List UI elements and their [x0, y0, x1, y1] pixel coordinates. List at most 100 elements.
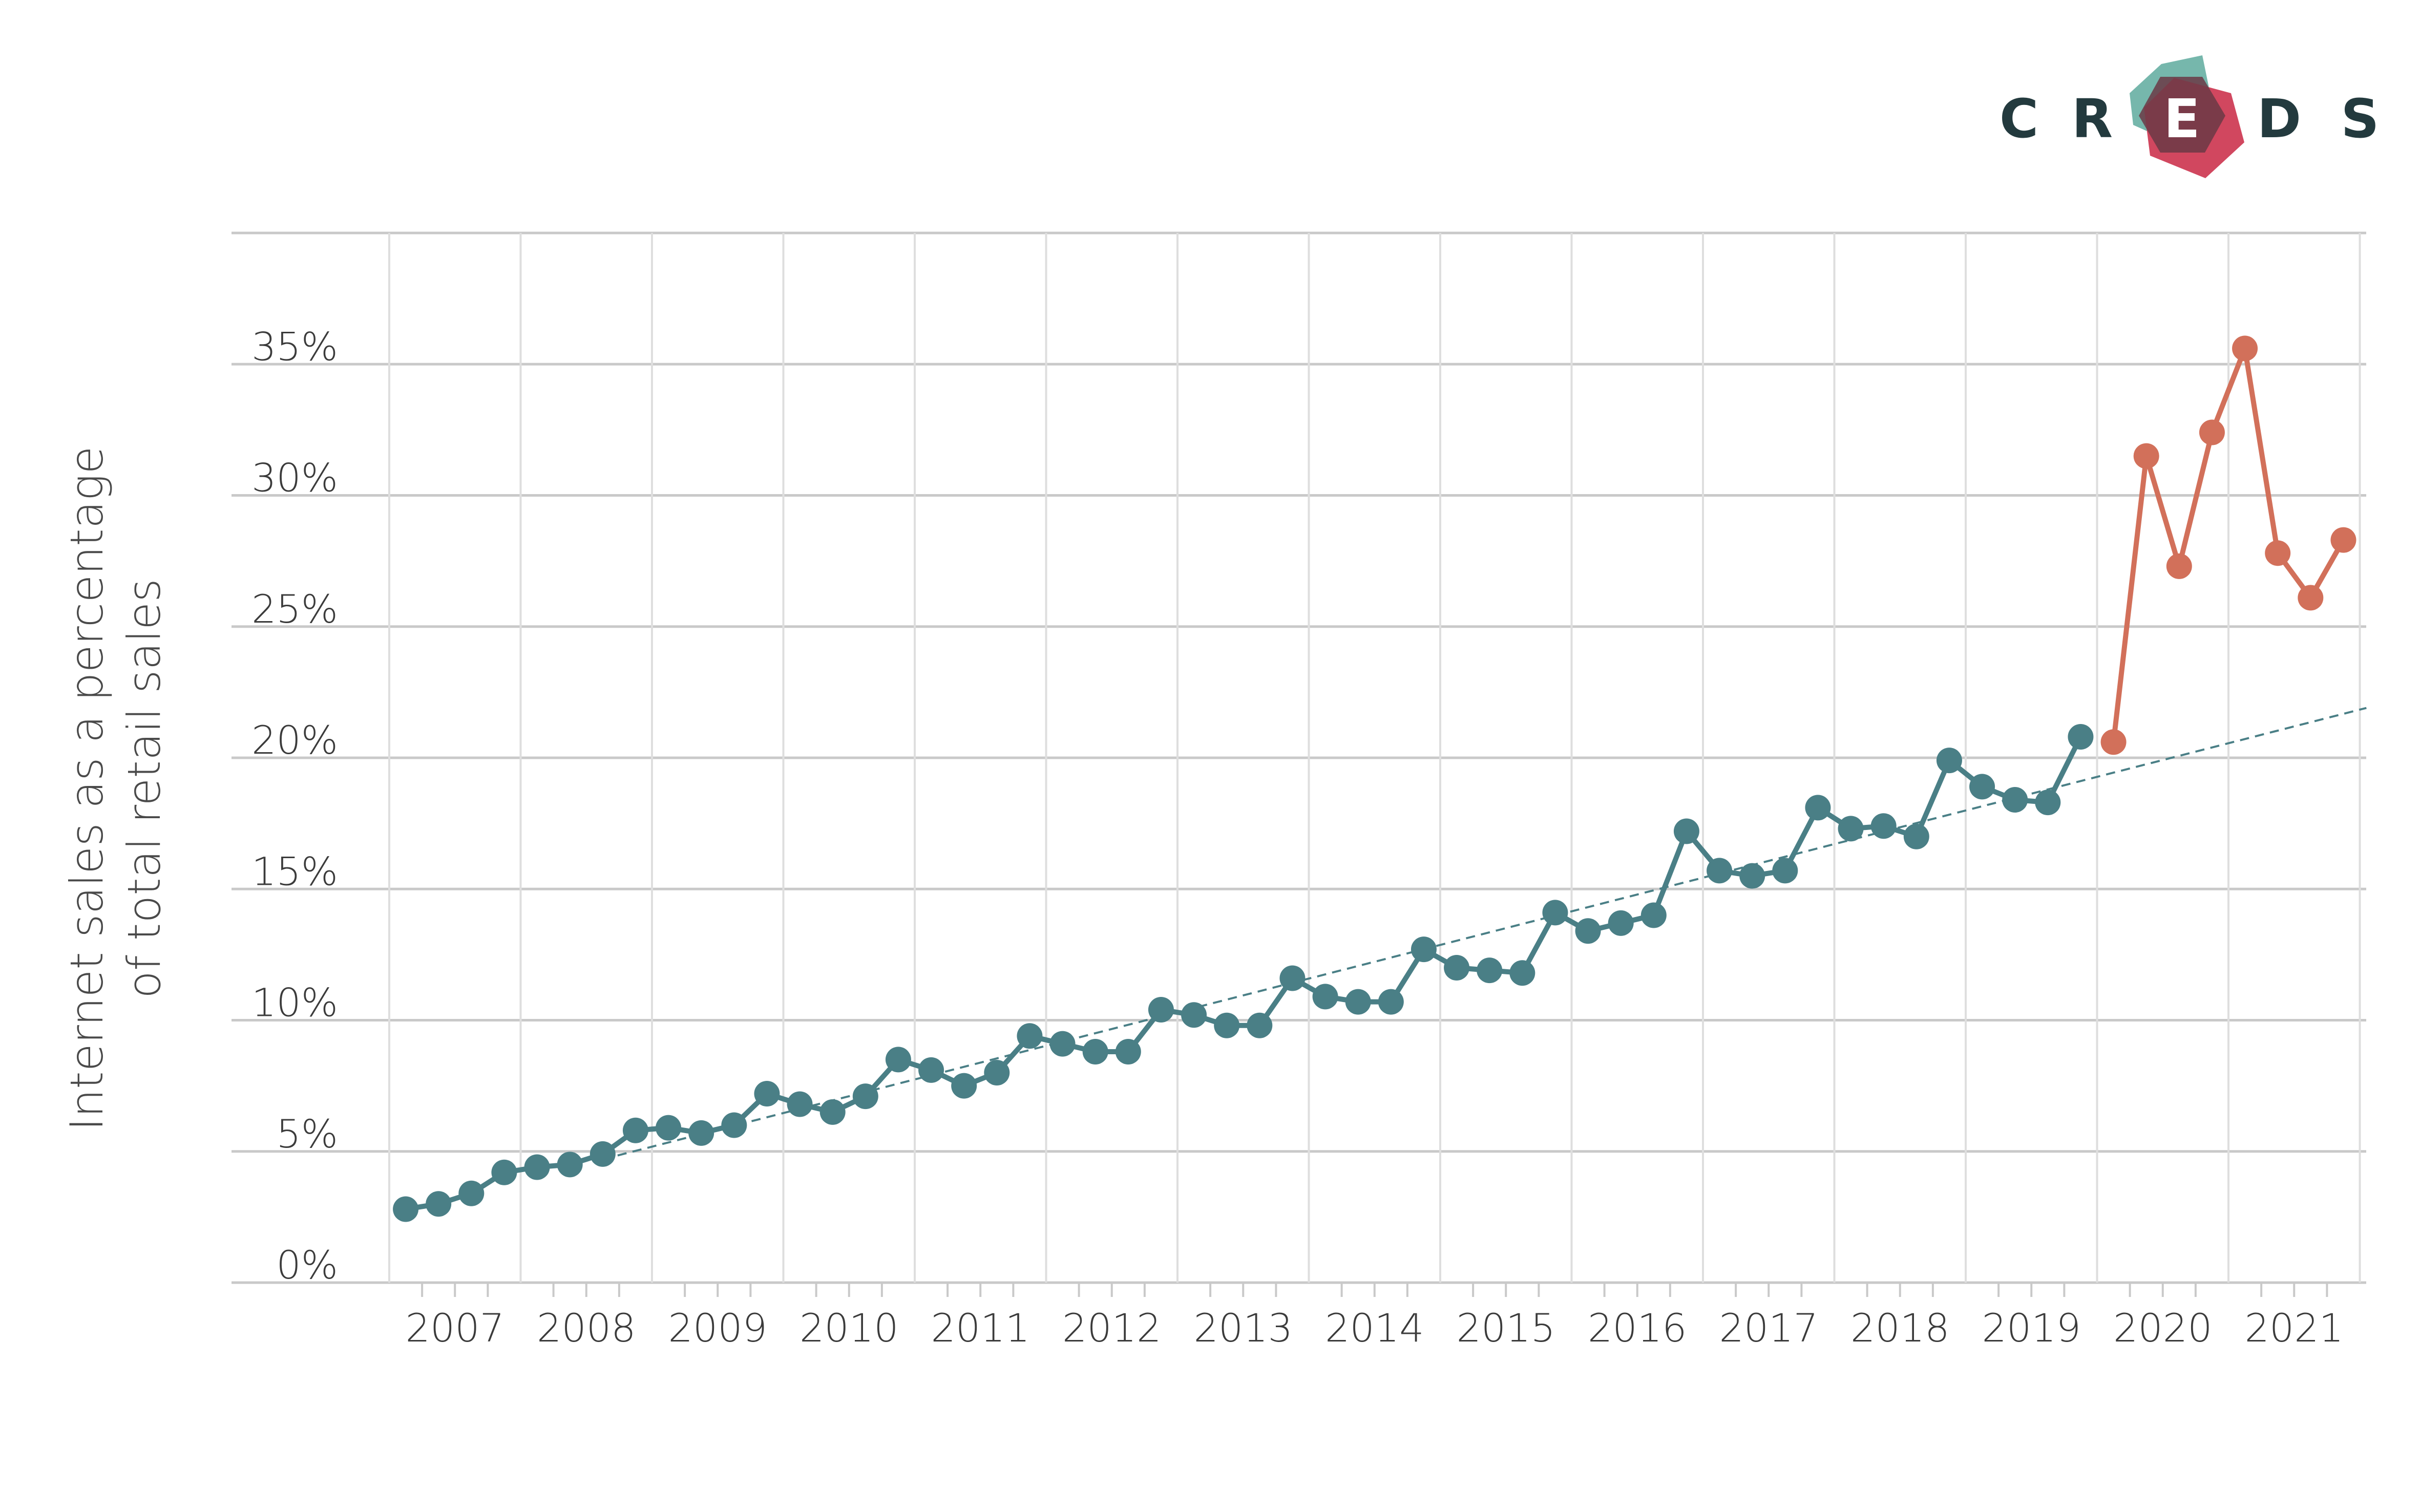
x-tick-label: 2020 [2113, 1305, 2212, 1351]
data-point [1870, 813, 1897, 839]
y-tick-label: 15% [251, 848, 338, 894]
data-point [1247, 1012, 1273, 1038]
x-tick-label: 2009 [668, 1305, 767, 1351]
trendline-group [602, 707, 2367, 1161]
data-point [557, 1152, 583, 1178]
data-point [1640, 902, 1667, 928]
data-point [524, 1154, 550, 1180]
data-point [1575, 918, 1601, 944]
x-tick-labels: 2007 2008 2009 2010 2011 2012 2013 2014 2015 2016… [406, 1305, 2344, 1351]
y-tick-label: 0% [276, 1242, 338, 1288]
series-line-1 [405, 735, 2083, 1212]
x-tick-label: 2015 [1457, 1305, 1555, 1351]
data-point [1312, 984, 1338, 1010]
data-point [2002, 787, 2028, 813]
data-point [1969, 774, 1995, 800]
data-point [2298, 585, 2324, 611]
logo-letter-c: C [2000, 88, 2038, 150]
data-point [852, 1083, 878, 1110]
data-point [1378, 989, 1404, 1015]
data-point [1345, 989, 1371, 1015]
y-tick-labels: 0% 5% 10% 15% 20% 25% 30% 35% [251, 324, 338, 1288]
data-point [1279, 965, 1306, 991]
data-point [2068, 724, 2094, 750]
x-tick-label: 2013 [1194, 1305, 1293, 1351]
data-point [1673, 818, 1699, 844]
data-point [2166, 553, 2192, 579]
data-point [590, 1141, 616, 1167]
data-point [1181, 1002, 1207, 1028]
data-point [1509, 960, 1535, 986]
creds-logo: C R E D S [2000, 55, 2380, 178]
data-point [1608, 910, 1634, 936]
logo-letter-e: E [2163, 88, 2200, 150]
data-point [393, 1196, 419, 1222]
data-point [1082, 1039, 1108, 1064]
data-point [918, 1057, 944, 1083]
data-point [1542, 900, 1568, 926]
logo-letter-r: R [2072, 88, 2113, 150]
y-tick-label: 10% [251, 980, 338, 1026]
data-point [1739, 863, 1765, 889]
y-tick-label: 5% [276, 1111, 338, 1157]
x-tick-label: 2017 [1719, 1305, 1818, 1351]
logo-letter-d: D [2257, 88, 2301, 150]
data-point [2199, 419, 2225, 445]
data-point [2232, 335, 2258, 361]
x-tick-label: 2010 [799, 1305, 898, 1351]
logo-mark-icon [2130, 55, 2244, 178]
y-axis-label-line1: Internet sales as a percentage [60, 446, 113, 1131]
x-tick-label: 2007 [406, 1305, 504, 1351]
x-tick-label: 2011 [931, 1305, 1030, 1351]
data-point [2133, 443, 2159, 469]
data-point [491, 1159, 517, 1185]
series-group [393, 335, 2356, 1222]
data-point [622, 1117, 648, 1143]
data-point [656, 1115, 682, 1141]
data-point [787, 1091, 813, 1117]
data-point [2330, 527, 2356, 553]
y-axis-label: Internet sales as a percentage of total … [60, 446, 171, 1131]
x-tick-label: 2008 [537, 1305, 636, 1351]
y-tick-label: 25% [251, 586, 338, 632]
logo-dark-shape [2139, 77, 2225, 153]
data-point [1411, 936, 1437, 963]
y-tick-label: 35% [251, 324, 338, 369]
data-point [984, 1060, 1010, 1085]
data-point [1936, 748, 1962, 774]
data-point [426, 1191, 452, 1217]
data-point [1214, 1012, 1240, 1038]
x-tick-label: 2012 [1062, 1305, 1161, 1351]
data-point [819, 1099, 846, 1125]
trendline [602, 707, 2367, 1161]
data-point [1115, 1039, 1141, 1064]
data-point [754, 1081, 780, 1106]
data-point [688, 1120, 714, 1146]
data-point [1477, 957, 1503, 984]
data-point [951, 1073, 977, 1099]
x-tick-label: 2014 [1325, 1305, 1424, 1351]
data-point [1049, 1031, 1076, 1057]
grid [232, 231, 2366, 1297]
x-tick-label: 2019 [1982, 1305, 2081, 1351]
y-axis-label-line2: of total retail sales [118, 579, 171, 998]
data-point [1903, 823, 1929, 849]
data-point [1707, 858, 1733, 884]
data-point [2035, 790, 2061, 816]
x-tick-label: 2016 [1588, 1305, 1687, 1351]
data-point [1805, 795, 1831, 821]
data-point [1017, 1023, 1043, 1049]
y-tick-label: 30% [251, 455, 338, 501]
data-point [721, 1112, 747, 1138]
y-tick-label: 20% [251, 717, 338, 763]
data-point [458, 1180, 485, 1206]
logo-letter-s: S [2341, 88, 2380, 150]
x-tick-label: 2018 [1850, 1305, 1949, 1351]
data-point [1838, 816, 1864, 842]
data-point [2100, 729, 2127, 755]
data-point [885, 1047, 911, 1073]
data-point [1444, 955, 1470, 981]
x-tick-label: 2021 [2245, 1305, 2344, 1351]
data-point [2265, 540, 2291, 566]
